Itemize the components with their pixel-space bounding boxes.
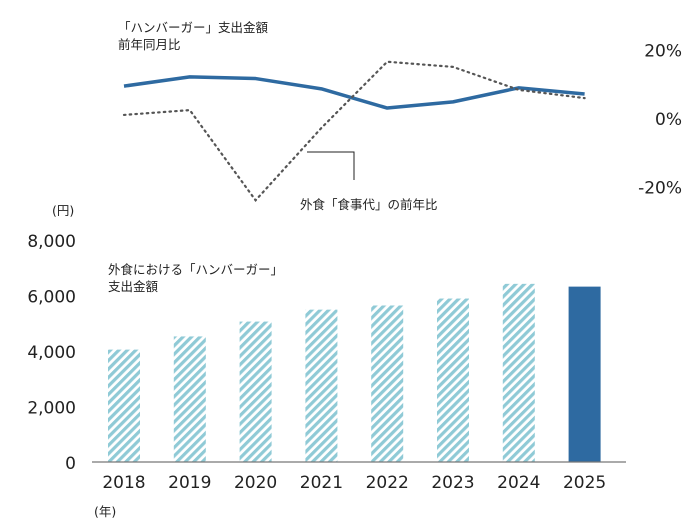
x-tick-label: 2025 bbox=[563, 473, 606, 493]
bar-2023 bbox=[437, 298, 469, 462]
bar-2025 bbox=[568, 286, 601, 462]
x-axis-unit: (年) bbox=[94, 504, 116, 519]
bar-2022 bbox=[371, 305, 404, 462]
bar-chart-title-line2: 支出金額 bbox=[108, 279, 159, 294]
x-tick-label: 2024 bbox=[497, 473, 540, 493]
y-tick-label: 0 bbox=[65, 454, 76, 474]
bar-chart-title: 外食における「ハンバーガー」 bbox=[108, 262, 283, 277]
y-tick-label: 6,000 bbox=[27, 288, 76, 308]
x-tick-label: 2023 bbox=[431, 473, 474, 493]
bar-2019 bbox=[173, 336, 206, 462]
bar-2024 bbox=[502, 283, 535, 462]
line-chart-subtitle: 前年同月比 bbox=[118, 37, 181, 52]
bar-2021 bbox=[305, 309, 338, 462]
right-y-tick-label: -20% bbox=[638, 179, 682, 199]
bar-2020 bbox=[239, 321, 272, 462]
line-series-dining-out bbox=[122, 60, 586, 203]
right-y-tick-label: 0% bbox=[655, 110, 682, 130]
y-axis-unit: (円) bbox=[52, 203, 74, 218]
x-tick-label: 2019 bbox=[168, 473, 211, 493]
bar-2018 bbox=[108, 349, 140, 462]
x-tick-label: 2020 bbox=[234, 473, 277, 493]
x-tick-label: 2021 bbox=[300, 473, 343, 493]
x-tick-label: 2018 bbox=[102, 473, 145, 493]
dotted-line-annotation: 外食「食事代」の前年比 bbox=[300, 197, 438, 212]
y-tick-label: 8,000 bbox=[27, 232, 76, 252]
line-chart-title: 「ハンバーガー」支出金額 bbox=[118, 20, 269, 35]
right-y-tick-label: 20% bbox=[644, 41, 682, 61]
y-tick-label: 4,000 bbox=[27, 343, 76, 363]
annotation-leader-line bbox=[307, 151, 355, 180]
x-tick-label: 2022 bbox=[366, 473, 409, 493]
y-tick-label: 2,000 bbox=[27, 399, 76, 419]
line-series-hamburger bbox=[123, 75, 585, 110]
